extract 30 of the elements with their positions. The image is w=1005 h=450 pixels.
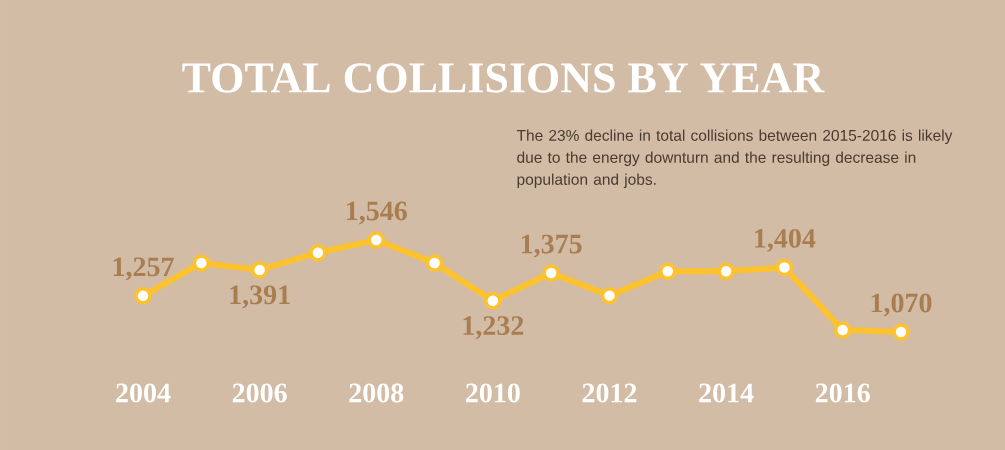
data-label: 1,232	[463, 316, 524, 340]
chart-title: TOTAL COLLISIONS BY YEAR	[182, 63, 825, 93]
point	[309, 243, 327, 262]
data-label: 1,391	[230, 285, 290, 309]
point	[659, 262, 677, 281]
data-label: 1,375	[521, 234, 582, 258]
point	[367, 231, 385, 249]
point	[192, 254, 211, 272]
point	[484, 291, 502, 310]
text: The 23% decline in total collisions between 2015-2016 is likely due to the energy downturn and the resulting decrease in population and jobs.	[516, 129, 953, 188]
x-tick-label: 2016	[815, 383, 870, 403]
x-tick-label: 2012	[582, 383, 637, 403]
point	[892, 323, 910, 341]
x-tick-label: 2014	[699, 383, 754, 403]
point	[425, 254, 444, 272]
x-tick-label: 2004	[116, 383, 171, 403]
point	[134, 287, 152, 305]
point	[542, 264, 560, 282]
point	[250, 261, 269, 279]
point	[833, 321, 852, 339]
x-tick-label: 2006	[232, 383, 287, 403]
point	[600, 286, 619, 305]
x-tick-label: 2010	[466, 383, 520, 403]
point	[717, 262, 735, 281]
point	[775, 258, 794, 277]
data-label: 1,070	[871, 293, 932, 317]
x-tick-label: 2008	[349, 383, 404, 403]
data-label: 1,546	[346, 201, 407, 225]
data-label: 1,257	[113, 257, 174, 281]
data-label: 1,404	[755, 228, 816, 252]
